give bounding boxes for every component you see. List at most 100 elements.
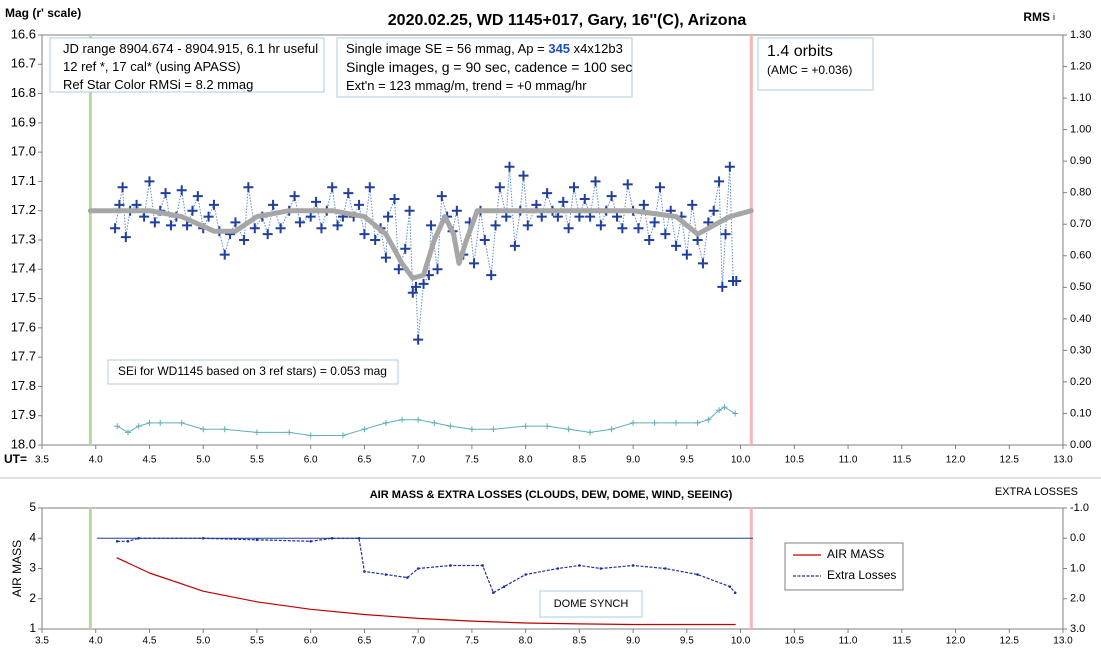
- loss-point: [449, 564, 452, 567]
- x-tick-label: 8.0: [519, 455, 533, 466]
- data-point: [262, 229, 273, 240]
- y-tick-label: 16.9: [11, 114, 36, 129]
- y-axis-label: Mag (r' scale): [5, 6, 81, 20]
- data-point: [407, 287, 418, 298]
- loss-point: [309, 539, 312, 543]
- data-point: [418, 278, 429, 289]
- y2-tick-label: 2.0: [1070, 593, 1085, 605]
- y2-tick-label: 0.50: [1070, 281, 1091, 293]
- data-point: [139, 211, 150, 222]
- data-point: [393, 264, 404, 275]
- annotation-box: [336, 37, 633, 98]
- y-tick-label: 3: [29, 561, 36, 575]
- y-tick-label: 17.4: [11, 261, 36, 276]
- annotation-box: [49, 37, 325, 93]
- data-point: [638, 199, 649, 210]
- x-tick-label: 8.5: [572, 636, 586, 647]
- annotation-text: Single images, g = 90 sec, cadence = 100…: [346, 59, 632, 75]
- data-point: [469, 258, 480, 269]
- x-tick-label: 3.5: [35, 636, 49, 647]
- rms-point: [468, 426, 475, 433]
- x-tick-label: 10.0: [731, 636, 751, 647]
- loss-point: [502, 585, 506, 588]
- y-tick-label: 16.7: [11, 56, 36, 71]
- data-point: [671, 240, 682, 251]
- rms-point: [124, 429, 131, 436]
- y2-tick-label: 0.80: [1070, 187, 1091, 199]
- data-point: [311, 196, 322, 207]
- x-tick-label: 9.5: [680, 455, 694, 466]
- data-point: [364, 182, 375, 193]
- loss-point: [416, 567, 420, 570]
- rms-point: [135, 423, 142, 430]
- data-point: [400, 243, 411, 254]
- x-tick-label: 3.5: [35, 455, 49, 466]
- y-tick-label: 17.3: [11, 231, 36, 246]
- x-tick-label: 13.0: [1053, 455, 1073, 466]
- data-point: [332, 220, 343, 231]
- loss-point: [631, 564, 635, 567]
- data-point: [370, 235, 381, 245]
- x-tick-label: 6.5: [357, 636, 371, 647]
- y2-tick-label: 0.40: [1070, 313, 1091, 325]
- loss-point: [201, 536, 205, 540]
- y2-tick-label: 1.20: [1070, 60, 1091, 72]
- y-tick-label: 4: [29, 530, 36, 544]
- rms-point: [221, 426, 228, 433]
- y2-axis-label: EXTRA LOSSES: [995, 486, 1078, 498]
- data-point: [606, 191, 617, 202]
- y2-tick-label: -1.0: [1070, 502, 1089, 514]
- rms-point: [705, 416, 712, 423]
- y-tick-label: 17.8: [11, 378, 36, 393]
- x-tick-label: 4.0: [89, 455, 103, 466]
- data-point: [208, 199, 219, 210]
- y-tick-label: 17.0: [11, 144, 36, 159]
- annotation-text: DOME SYNCH: [554, 598, 629, 610]
- rms-point: [630, 419, 637, 426]
- chart-title: AIR MASS & EXTRA LOSSES (CLOUDS, DEW, DO…: [370, 489, 733, 501]
- loss-point: [330, 536, 334, 540]
- x-tick-label: 11.0: [839, 455, 858, 466]
- loss-point: [599, 567, 603, 570]
- rms-point: [200, 426, 207, 433]
- y-tick-label: 17.7: [11, 349, 36, 364]
- x-tick-label: 7.5: [465, 636, 479, 647]
- data-point: [436, 191, 447, 202]
- data-point: [501, 211, 512, 222]
- loss-point: [728, 585, 732, 588]
- x-tick-label: 7.0: [411, 636, 425, 647]
- data-point: [585, 211, 596, 222]
- data-point: [660, 229, 671, 240]
- data-point: [568, 182, 579, 193]
- y2-axis-label: RMS i: [1023, 10, 1055, 24]
- loss-point: [137, 536, 141, 540]
- data-point: [617, 223, 628, 234]
- data-point: [426, 220, 437, 231]
- data-point: [720, 229, 731, 240]
- annotation-part: 345: [548, 41, 570, 56]
- y-tick-label: 18.0: [11, 436, 36, 451]
- data-point: [633, 223, 644, 234]
- y2-tick-label: 0.20: [1070, 376, 1091, 388]
- y2-tick-label: 1.10: [1070, 92, 1091, 104]
- annotation-part: x4x12b3: [570, 41, 623, 56]
- data-point: [717, 281, 728, 292]
- data-point: [249, 223, 260, 234]
- data-point: [411, 281, 422, 292]
- annotation-text: 1.4 orbits: [767, 43, 833, 60]
- y2-tick-label: 3.0: [1070, 623, 1085, 635]
- annotation-text: Single image SE = 56 mmag, Ap = 345 x4x1…: [346, 41, 623, 56]
- data-point: [574, 211, 585, 222]
- y-tick-label: 17.9: [11, 407, 36, 422]
- annotation-box: [539, 590, 643, 618]
- x-tick-label: 4.5: [143, 455, 157, 466]
- rms-point: [490, 426, 497, 433]
- data-point: [203, 211, 214, 222]
- data-point: [343, 188, 354, 199]
- data-point: [192, 191, 203, 202]
- data-point: [563, 223, 574, 234]
- data-point: [383, 211, 394, 222]
- data-point: [697, 258, 708, 269]
- data-point: [176, 185, 187, 196]
